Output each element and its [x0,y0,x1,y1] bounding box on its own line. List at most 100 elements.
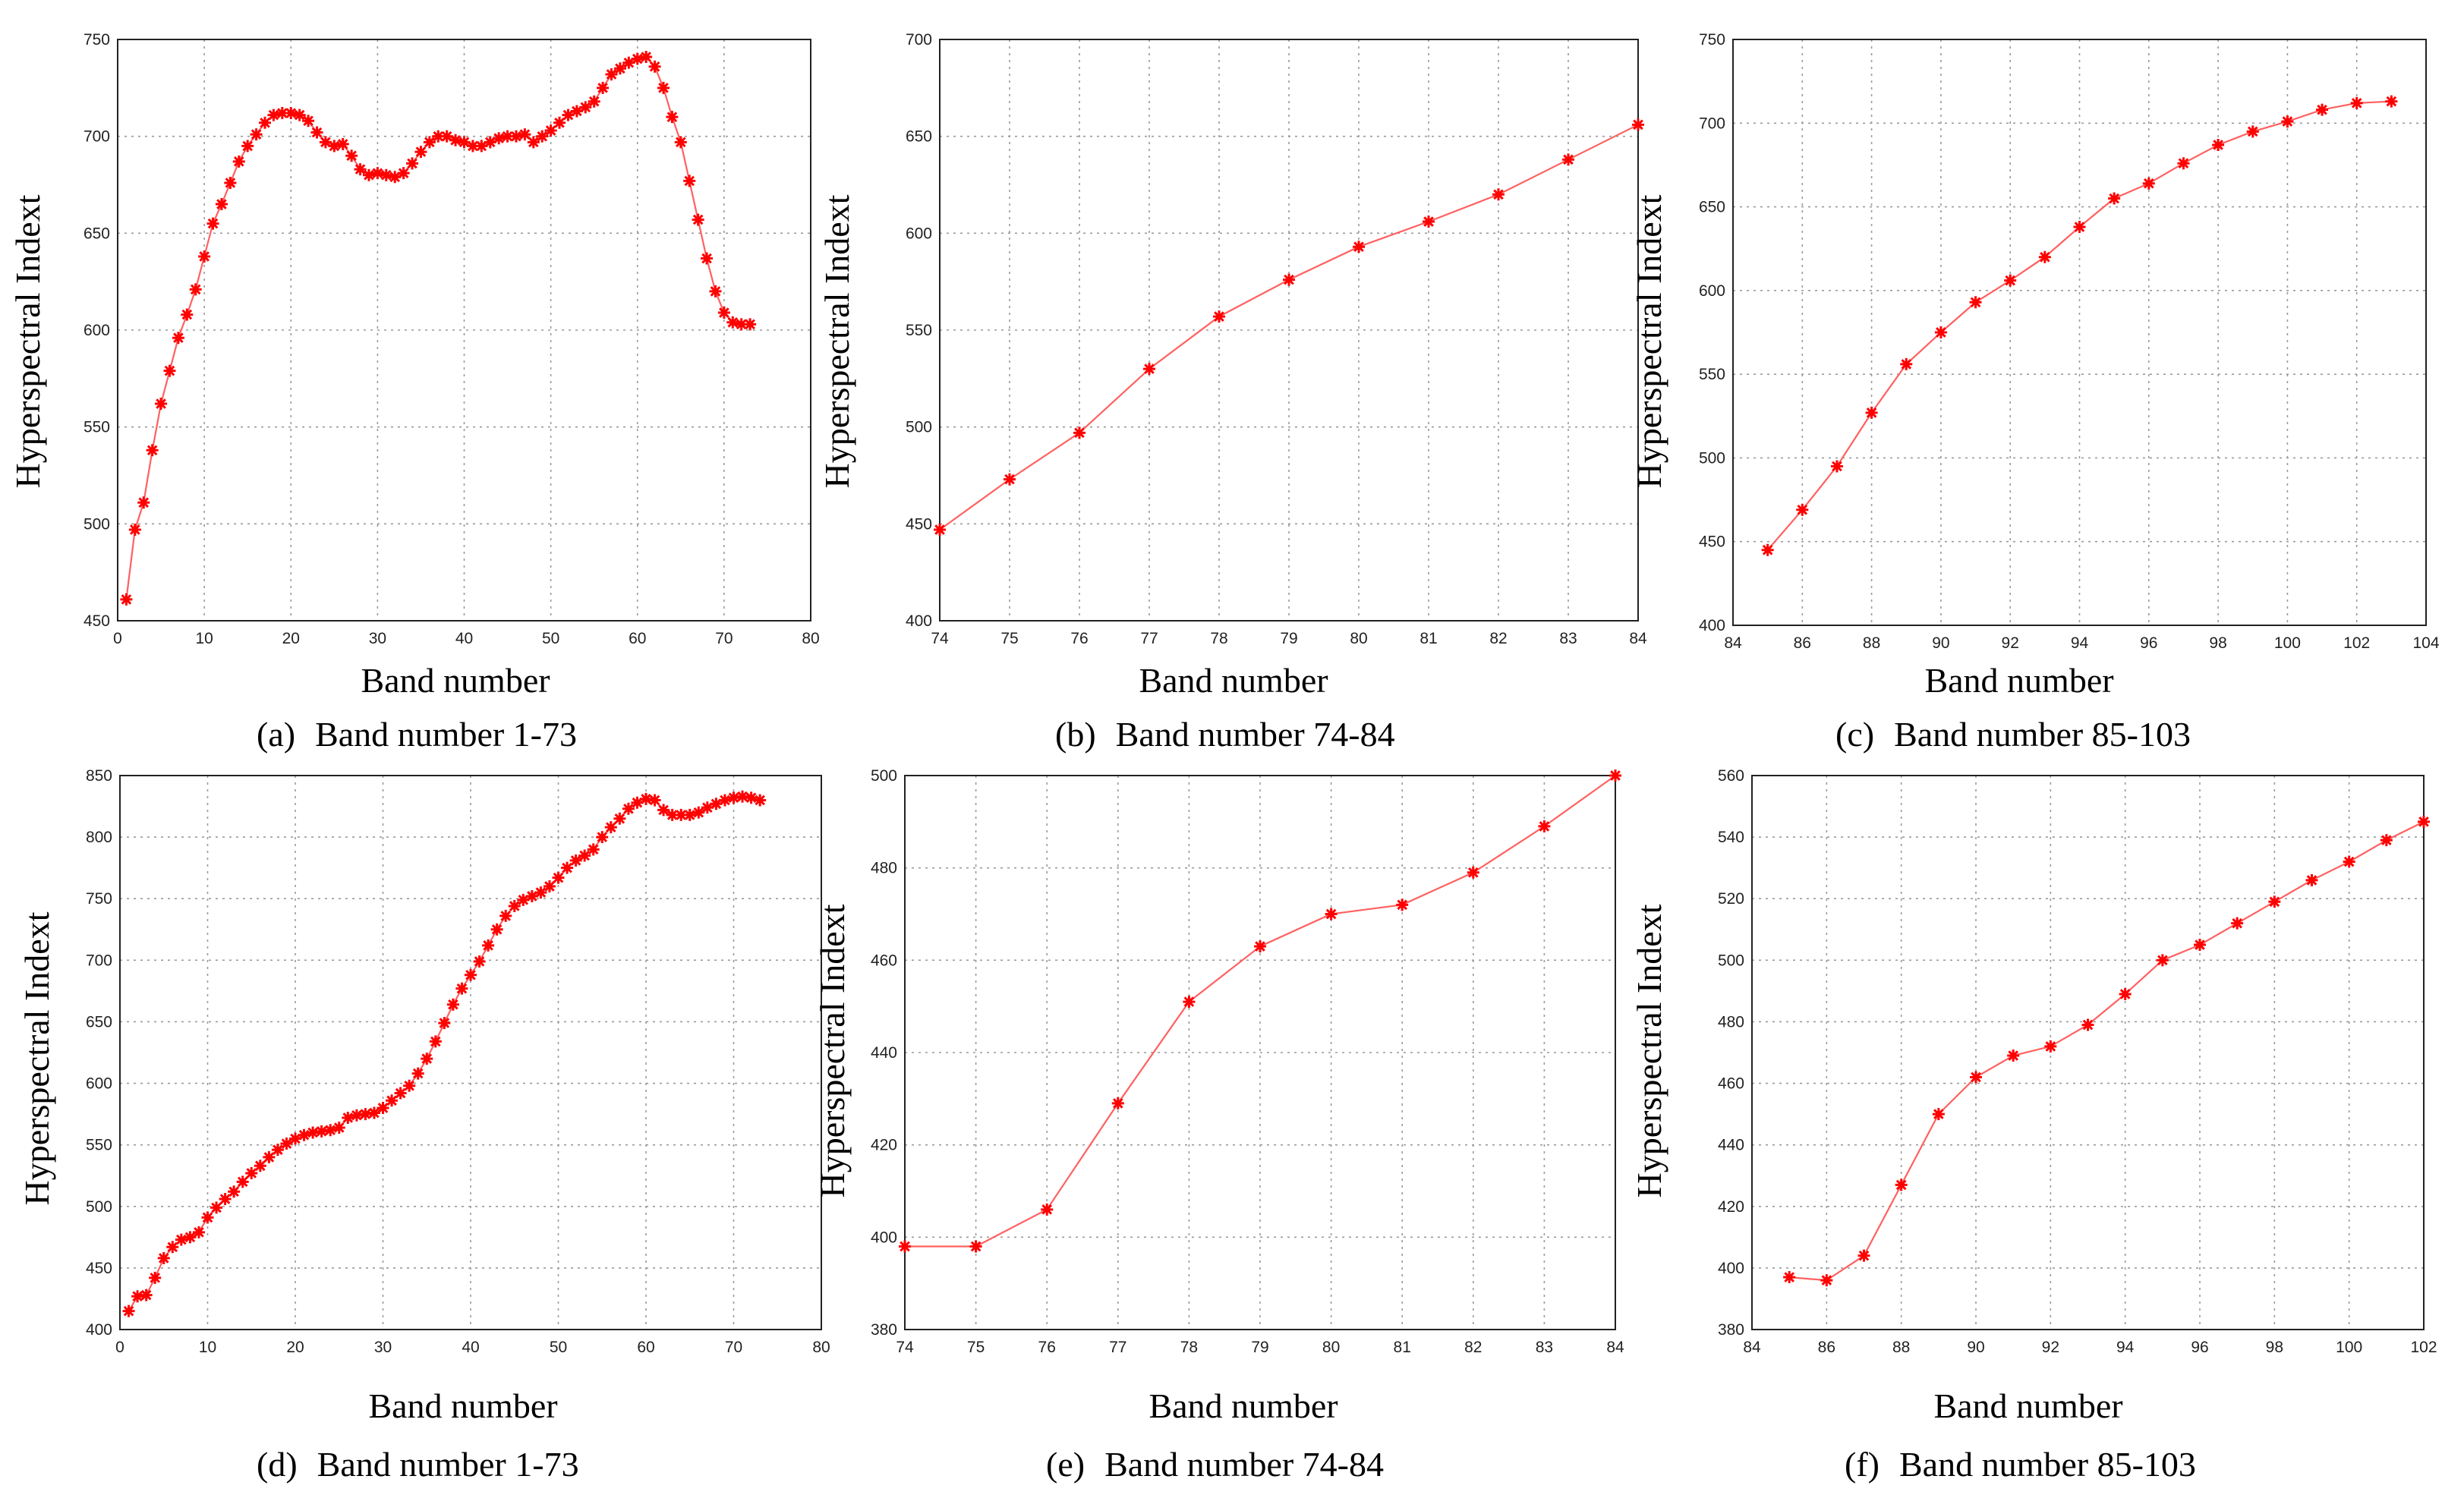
data-point-marker [1467,866,1479,879]
data-point-marker [1761,543,1774,556]
data-point-marker [493,132,506,145]
data-point-marker [131,1290,144,1303]
y-tick-label: 400 [86,1321,112,1339]
data-point-marker [2385,95,2398,108]
axes-frame [904,775,1616,1330]
x-tick-label: 96 [2140,634,2157,652]
data-point-marker [544,124,557,137]
data-point-marker [241,140,254,153]
data-point-marker [1111,1097,1124,1109]
data-point-marker [543,880,556,892]
data-point-marker [228,1185,241,1198]
data-point-marker [423,136,436,149]
data-point-marker [1932,1108,1945,1121]
data-point-marker [569,854,582,867]
data-point-marker [969,1240,982,1253]
data-point-marker [754,794,767,807]
data-point-marker [315,1125,328,1138]
data-point-marker [718,794,731,807]
x-axis-label: Band number [361,661,550,700]
y-tick-label: 500 [86,1198,112,1216]
data-point-marker [2305,873,2318,886]
data-point-marker [1783,1271,1796,1284]
data-point-marker [166,1241,179,1254]
x-tick-label: 79 [1251,1339,1268,1356]
panel-caption: (d) Band number 1-73 [257,1445,579,1484]
y-tick-label: 550 [906,322,932,339]
data-point-marker [1004,473,1016,486]
panel-caption: (a) Band number 1-73 [257,715,577,754]
x-tick-label: 100 [2336,1339,2362,1356]
data-point-marker [289,1132,301,1145]
y-tick-label: 600 [83,322,110,339]
x-tick-label: 84 [1629,630,1647,647]
data-point-marker [1143,363,1155,376]
y-tick-label: 600 [86,1075,112,1093]
y-tick-label: 750 [86,890,112,908]
data-point-marker [1895,1179,1908,1191]
data-point-marker [517,893,530,906]
data-point-marker [562,109,575,121]
data-point-marker [1934,326,1947,338]
x-tick-label: 86 [1794,634,1811,652]
data-point-marker [446,998,459,1011]
y-tick-label: 380 [871,1321,897,1339]
data-point-marker [2081,1018,2094,1031]
data-point-marker [2156,954,2169,967]
axes-frame [1732,39,2427,626]
y-axis-label: Hyperspectral Indext [1630,904,1668,1197]
data-point-marker [726,316,739,329]
x-tick-label: 60 [629,630,646,647]
axes-frame [119,775,822,1330]
x-tick-label: 92 [2002,634,2019,652]
data-point-marker [394,1087,407,1100]
caption-letter: (e) [1046,1445,1085,1484]
y-axis-label: Hyperspectral Indext [813,904,852,1197]
x-axis-label: Band number [1149,1386,1338,1425]
data-point-marker [735,318,748,331]
y-tick-label: 500 [1699,449,1725,467]
data-point-marker [397,167,410,180]
data-point-marker [332,1121,345,1134]
x-tick-label: 74 [931,630,949,647]
data-point-marker [336,137,349,150]
data-point-marker [717,307,730,319]
y-tick-label: 850 [86,767,112,785]
data-point-marker [157,1251,170,1264]
series-line [1766,100,2392,551]
chart-panel: 0 10 20 30 40 50 60 70 80 400 450 500 550 600 650 700 75… [17,767,830,1484]
data-point-marker [345,149,358,162]
data-point-marker [380,168,392,181]
data-point-marker [175,1233,187,1246]
data-point-marker [189,283,202,296]
data-point-marker [1609,769,1621,782]
data-point-marker [155,398,168,411]
x-tick-label: 86 [1818,1339,1835,1356]
data-point-marker [236,1175,249,1188]
caption-letter: (a) [257,715,295,754]
data-point-marker [484,136,496,149]
data-point-marker [2194,939,2206,952]
data-point-marker [250,128,263,141]
y-tick-label: 700 [83,128,110,146]
data-point-marker [215,198,228,211]
x-axis-label: Band number [1924,661,2113,700]
data-point-marker [2142,177,2155,190]
x-tick-label: 82 [1489,630,1507,647]
x-tick-label: 76 [1038,1339,1056,1356]
x-tick-label: 80 [802,630,819,647]
y-tick-label: 520 [1718,890,1744,908]
panel-caption: (e) Band number 74-84 [1046,1445,1384,1484]
data-point-marker [293,109,306,121]
data-point-marker [683,808,696,821]
data-point-marker [2350,96,2363,109]
x-tick-label: 81 [1419,630,1437,647]
data-point-marker [280,1138,293,1150]
data-point-marker [701,252,714,265]
chart-panel: 84 86 88 90 92 94 96 98 100 102 104 400 450 500 550 600… [1630,31,2440,754]
data-point-marker [534,886,547,899]
data-point-marker [482,939,495,952]
data-point-marker [648,60,661,73]
y-axis-label: Hyperspectral Indext [818,194,856,488]
y-tick-label: 400 [906,612,932,630]
